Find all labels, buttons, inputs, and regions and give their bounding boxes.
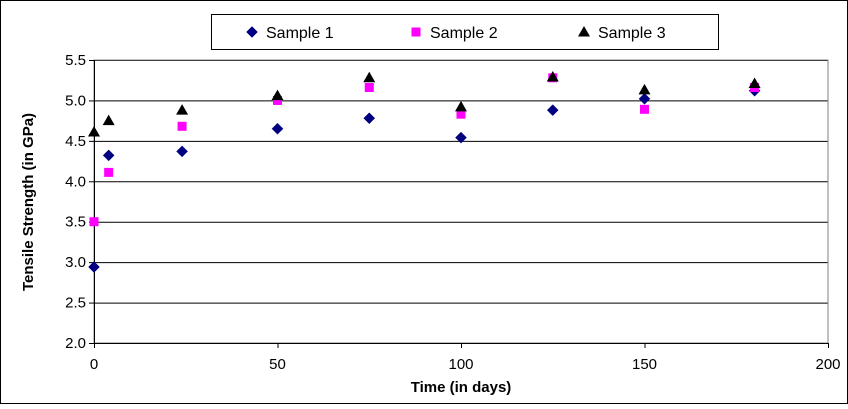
- data-point-sample-2: [640, 104, 649, 114]
- data-point-sample-1: [176, 145, 188, 158]
- data-point-sample-1: [271, 122, 284, 135]
- data-point-sample-2: [364, 82, 374, 92]
- legend-marker-sample-2: [411, 27, 421, 37]
- y-tick-label: 3.5: [65, 214, 86, 231]
- data-point-sample-2: [456, 109, 466, 119]
- data-point-sample-3: [363, 71, 376, 83]
- data-point-sample-2: [89, 217, 99, 227]
- x-tick-label: 50: [269, 356, 286, 373]
- legend-label: Sample 2: [430, 25, 498, 42]
- data-point-sample-1: [455, 131, 467, 144]
- x-tick-label: 150: [632, 356, 657, 373]
- legend-box: [211, 14, 719, 50]
- data-point-sample-1: [363, 112, 376, 125]
- y-tick-label: 4.0: [65, 173, 86, 190]
- data-point-sample-2: [273, 95, 282, 105]
- legend-label: Sample 1: [266, 25, 334, 42]
- data-point-sample-1: [638, 92, 651, 105]
- y-tick-label: 2.0: [65, 335, 86, 352]
- data-point-sample-1: [88, 261, 100, 273]
- data-point-sample-3: [88, 125, 100, 137]
- y-tick-label: 5.0: [65, 92, 86, 109]
- data-point-sample-3: [271, 89, 284, 101]
- axis-layer: 2.0 2.5 3.0 3.5 4.0 4.5 5.0 5.5 0 50 100 150 200: [65, 52, 840, 373]
- y-axis-title: Tensile Strength (in GPa): [20, 113, 37, 291]
- y-tick-label: 4.5: [65, 133, 86, 150]
- legend-marker-sample-3: [578, 26, 590, 37]
- x-axis-title: Time (in days): [411, 379, 512, 396]
- data-point-sample-2: [177, 121, 187, 131]
- legend: Sample 1 Sample 2 Sample 3: [211, 14, 719, 50]
- y-tick-label: 2.5: [65, 295, 86, 312]
- legend-label: Sample 3: [598, 25, 666, 42]
- data-point-sample-2: [104, 167, 114, 177]
- data-point-sample-1: [102, 149, 115, 162]
- marks-layer: [88, 70, 761, 273]
- y-tick-label: 5.5: [65, 52, 86, 69]
- data-point-sample-3: [102, 114, 115, 126]
- y-tick-label: 3.0: [65, 254, 86, 271]
- data-point-sample-3: [638, 83, 651, 95]
- data-point-sample-3: [546, 70, 559, 82]
- data-point-sample-3: [176, 104, 189, 115]
- data-point-sample-3: [455, 100, 467, 112]
- x-tick-label: 200: [815, 356, 840, 373]
- x-tick-label: 0: [90, 356, 98, 373]
- data-point-sample-3: [748, 77, 761, 88]
- legend-marker-sample-1: [246, 26, 258, 38]
- x-tick-label: 100: [448, 356, 473, 373]
- data-point-sample-1: [546, 104, 559, 116]
